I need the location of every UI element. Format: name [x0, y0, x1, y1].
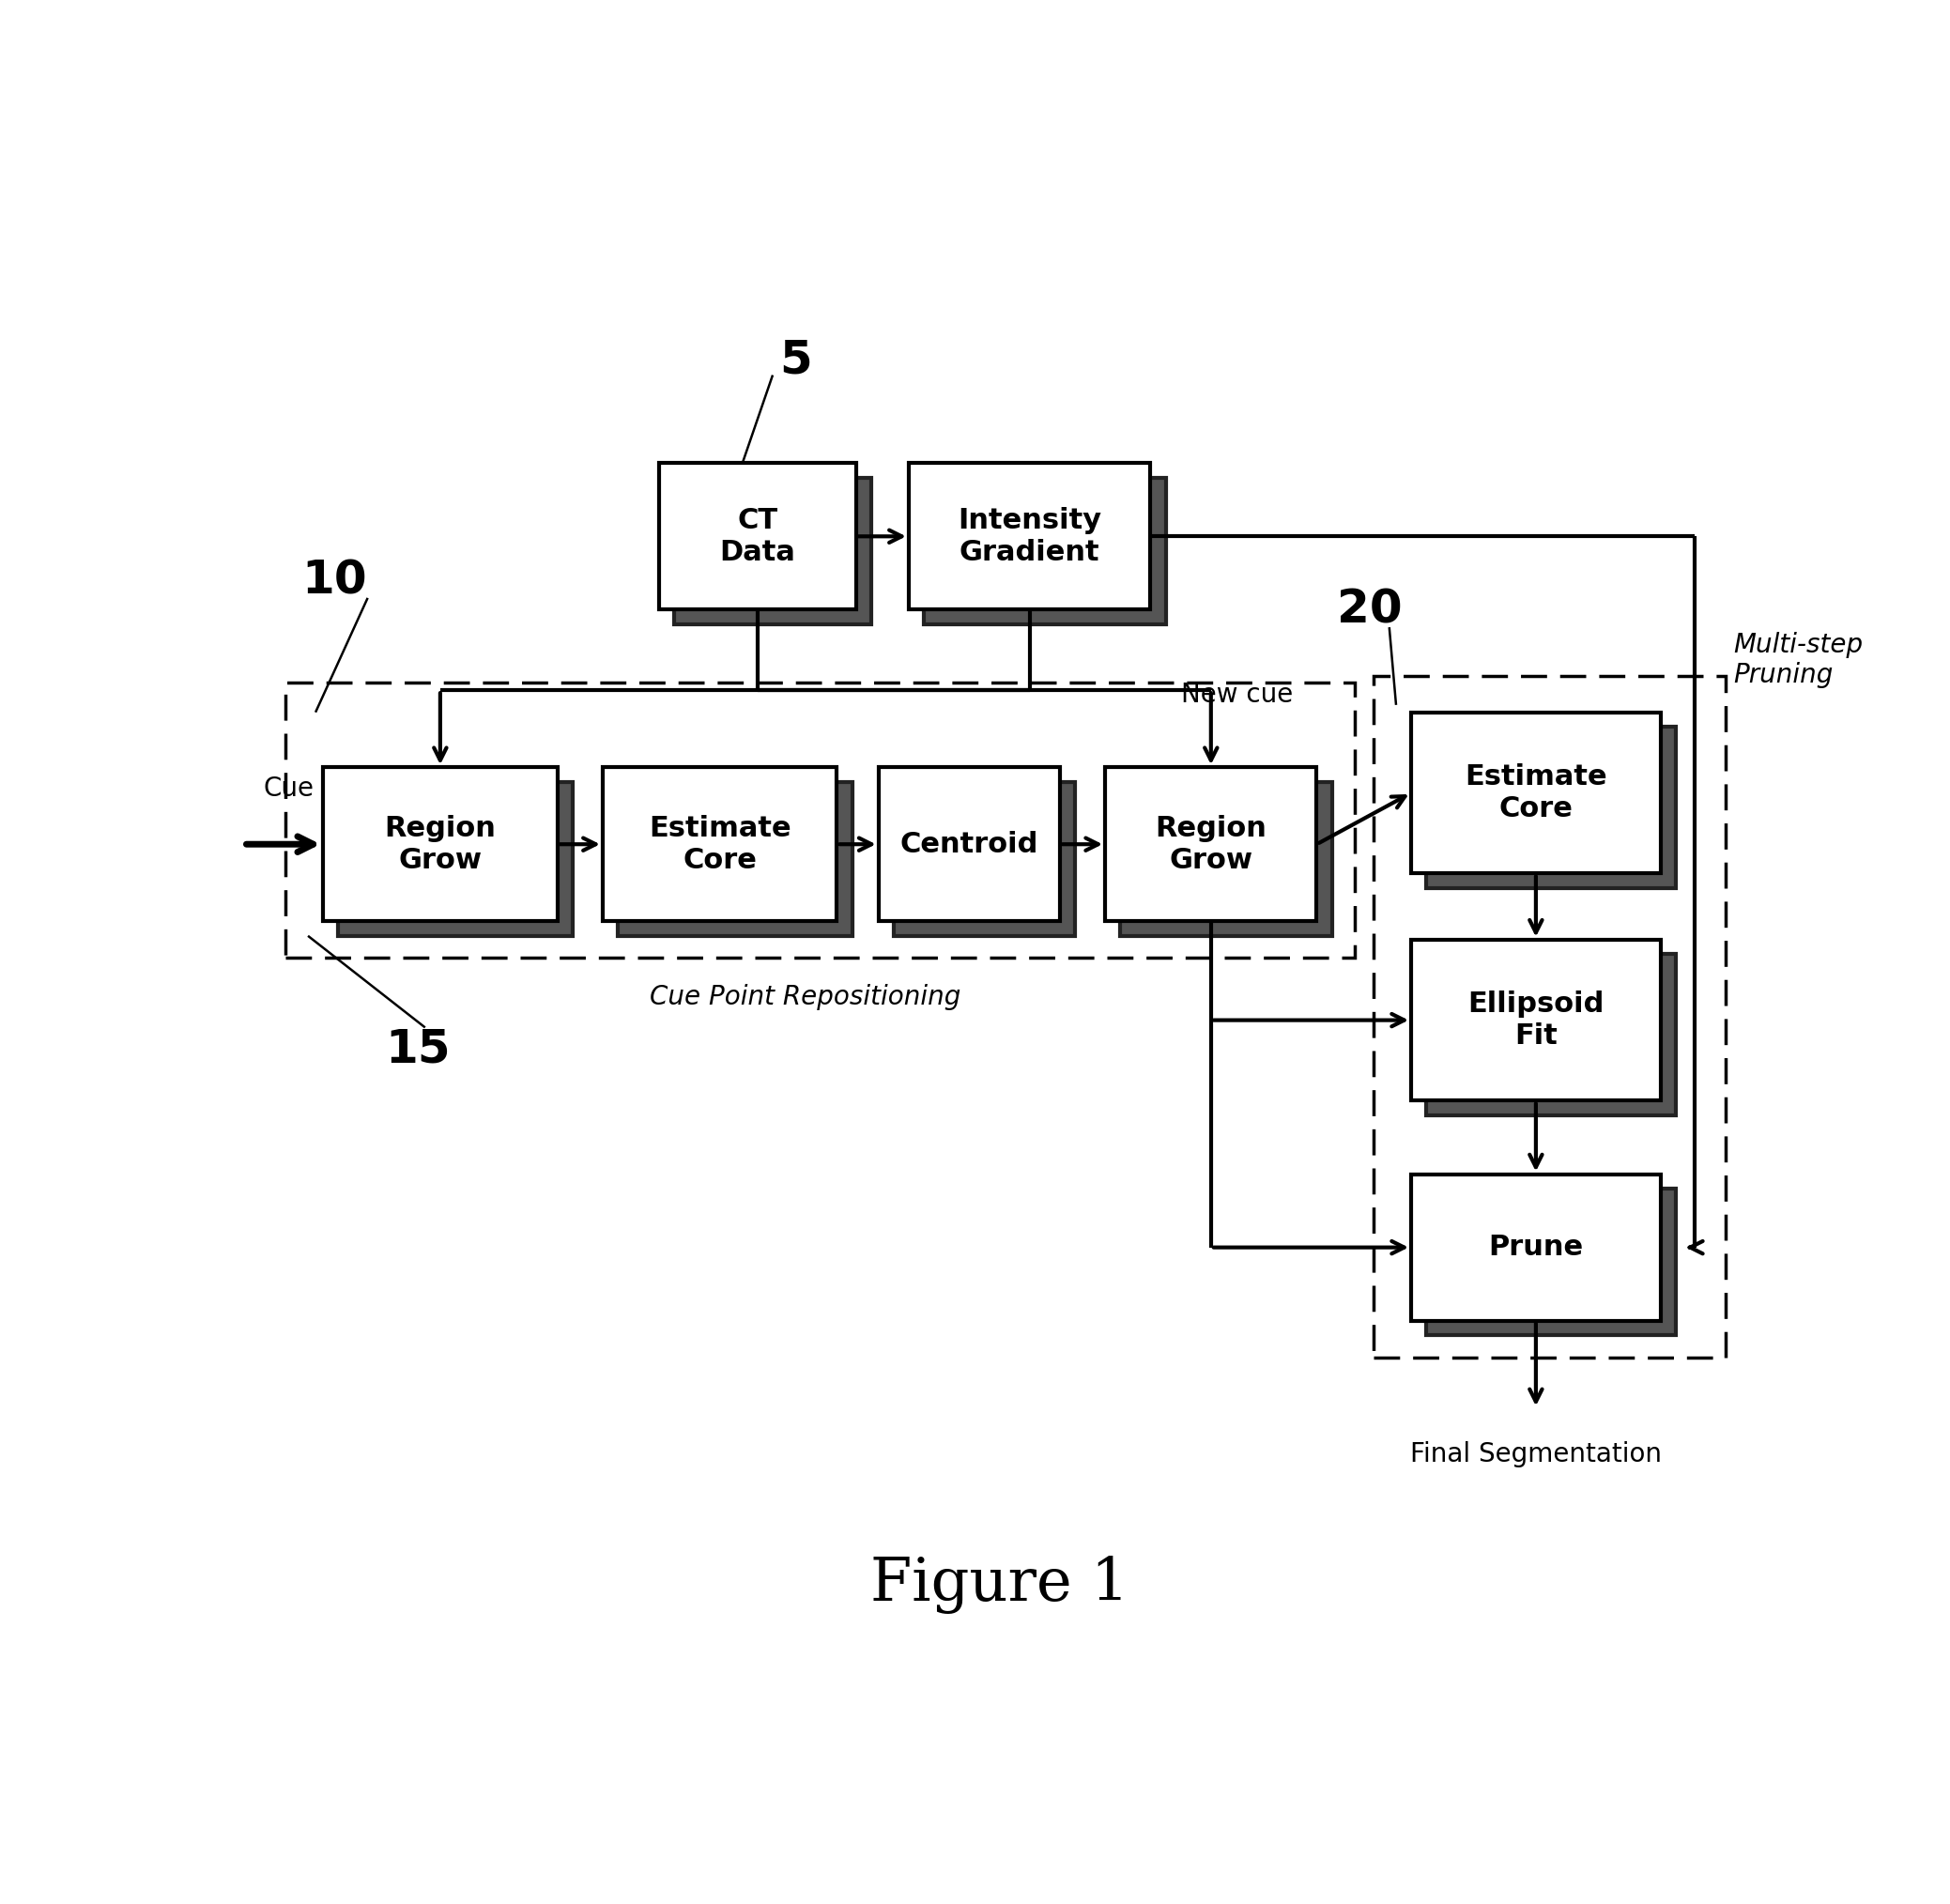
Bar — [618, 783, 852, 937]
Bar — [878, 767, 1061, 922]
Bar — [1119, 783, 1332, 937]
Bar — [603, 767, 837, 922]
Text: Cue Point Repositioning: Cue Point Repositioning — [649, 984, 959, 1011]
Bar — [1106, 767, 1316, 922]
Text: 10: 10 — [302, 558, 367, 604]
Bar — [1425, 954, 1675, 1116]
Bar — [1373, 676, 1726, 1358]
Text: Final Segmentation: Final Segmentation — [1410, 1441, 1661, 1468]
Text: Region
Grow: Region Grow — [384, 815, 495, 874]
Bar — [324, 767, 558, 922]
Bar — [285, 684, 1355, 958]
Text: Region
Grow: Region Grow — [1154, 815, 1268, 874]
Bar — [893, 783, 1074, 937]
Bar — [924, 478, 1166, 625]
Bar — [1412, 712, 1661, 874]
Bar — [1412, 939, 1661, 1101]
Text: 5: 5 — [780, 337, 811, 383]
Text: Multi-step
Pruning: Multi-step Pruning — [1734, 632, 1862, 689]
Bar — [675, 478, 872, 625]
Bar — [337, 783, 573, 937]
Text: Figure 1: Figure 1 — [870, 1556, 1129, 1615]
Text: 15: 15 — [384, 1026, 450, 1072]
Text: Ellipsoid
Fit: Ellipsoid Fit — [1468, 990, 1605, 1049]
Text: Centroid: Centroid — [901, 830, 1037, 859]
Bar — [659, 463, 856, 609]
Text: Intensity
Gradient: Intensity Gradient — [957, 506, 1102, 565]
Bar — [1425, 1188, 1675, 1335]
Bar — [1425, 727, 1675, 887]
Text: 20: 20 — [1338, 586, 1402, 632]
Bar — [909, 463, 1150, 609]
Text: Estimate
Core: Estimate Core — [1464, 764, 1607, 823]
Text: New cue: New cue — [1180, 682, 1293, 708]
Text: CT
Data: CT Data — [720, 506, 796, 565]
Bar — [1412, 1175, 1661, 1321]
Text: Prune: Prune — [1488, 1234, 1583, 1260]
Text: Estimate
Core: Estimate Core — [649, 815, 792, 874]
Text: Cue: Cue — [263, 775, 314, 802]
